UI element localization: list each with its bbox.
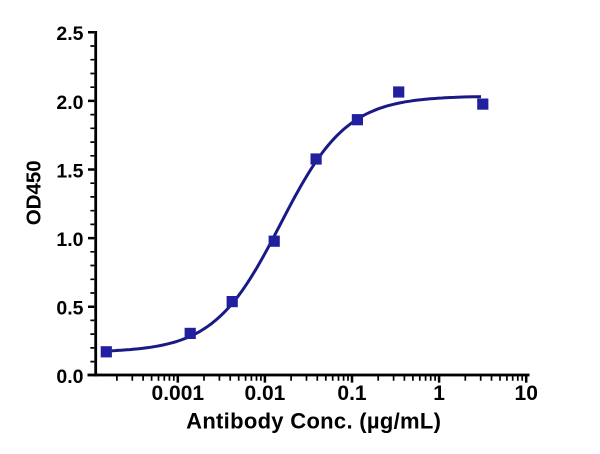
svg-text:0.5: 0.5: [56, 298, 83, 320]
svg-text:0.001: 0.001: [152, 382, 205, 405]
svg-text:10: 10: [515, 382, 538, 405]
svg-text:0.01: 0.01: [244, 382, 285, 405]
svg-text:0.0: 0.0: [56, 366, 83, 388]
svg-text:Antibody Conc. (µg/mL): Antibody Conc. (µg/mL): [186, 408, 441, 433]
svg-text:1.5: 1.5: [56, 160, 83, 182]
svg-text:OD450: OD450: [22, 160, 45, 225]
svg-text:2.0: 2.0: [56, 92, 83, 114]
svg-text:1: 1: [433, 382, 445, 405]
svg-text:1.0: 1.0: [56, 229, 83, 251]
svg-text:0.1: 0.1: [337, 382, 367, 405]
svg-text:2.5: 2.5: [56, 23, 83, 45]
